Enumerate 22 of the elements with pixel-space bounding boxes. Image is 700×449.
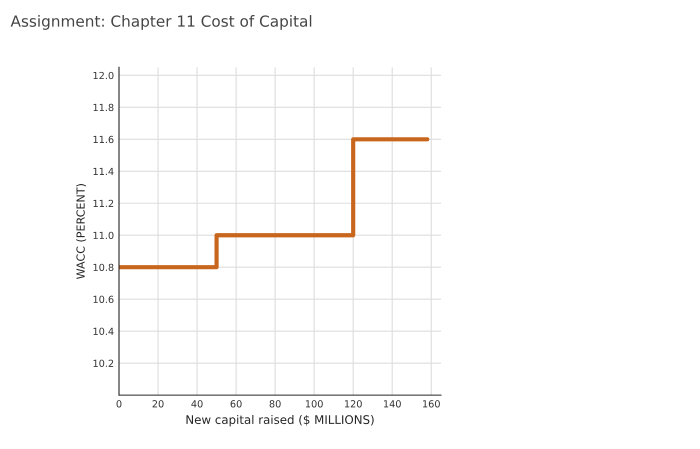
x-tick-label: 0: [116, 400, 122, 408]
y-tick-label: 11.4: [94, 168, 114, 175]
x-tick-label: 100: [306, 400, 323, 408]
x-tick-label: 40: [191, 400, 203, 408]
y-tick-label: 10.6: [94, 296, 114, 304]
y-tick-label: 12.0: [94, 72, 114, 80]
y-tick-label: 10.8: [94, 264, 114, 272]
x-tick-label: 80: [270, 400, 281, 408]
x-tick-label: 120: [344, 400, 362, 408]
y-tick-label: 11.0: [94, 232, 114, 240]
x-tick-label: 160: [423, 400, 440, 408]
y-tick-label: 10.2: [94, 360, 114, 367]
y-tick-label: 11.8: [94, 104, 114, 112]
x-tick-label: 140: [384, 400, 401, 408]
y-axis-title: WACC (PERCENT): [76, 184, 86, 279]
x-tick-label: 60: [230, 400, 242, 408]
x-tick-label: 20: [152, 400, 164, 408]
x-axis-title: New capital raised ($ MILLIONS): [186, 414, 374, 426]
y-tick-label: 11.6: [94, 136, 114, 144]
y-tick-label: 10.4: [94, 328, 114, 335]
chart-title: Assignment: Chapter 11 Cost of Capital: [10, 15, 312, 30]
y-tick-label: 11.2: [94, 200, 114, 207]
